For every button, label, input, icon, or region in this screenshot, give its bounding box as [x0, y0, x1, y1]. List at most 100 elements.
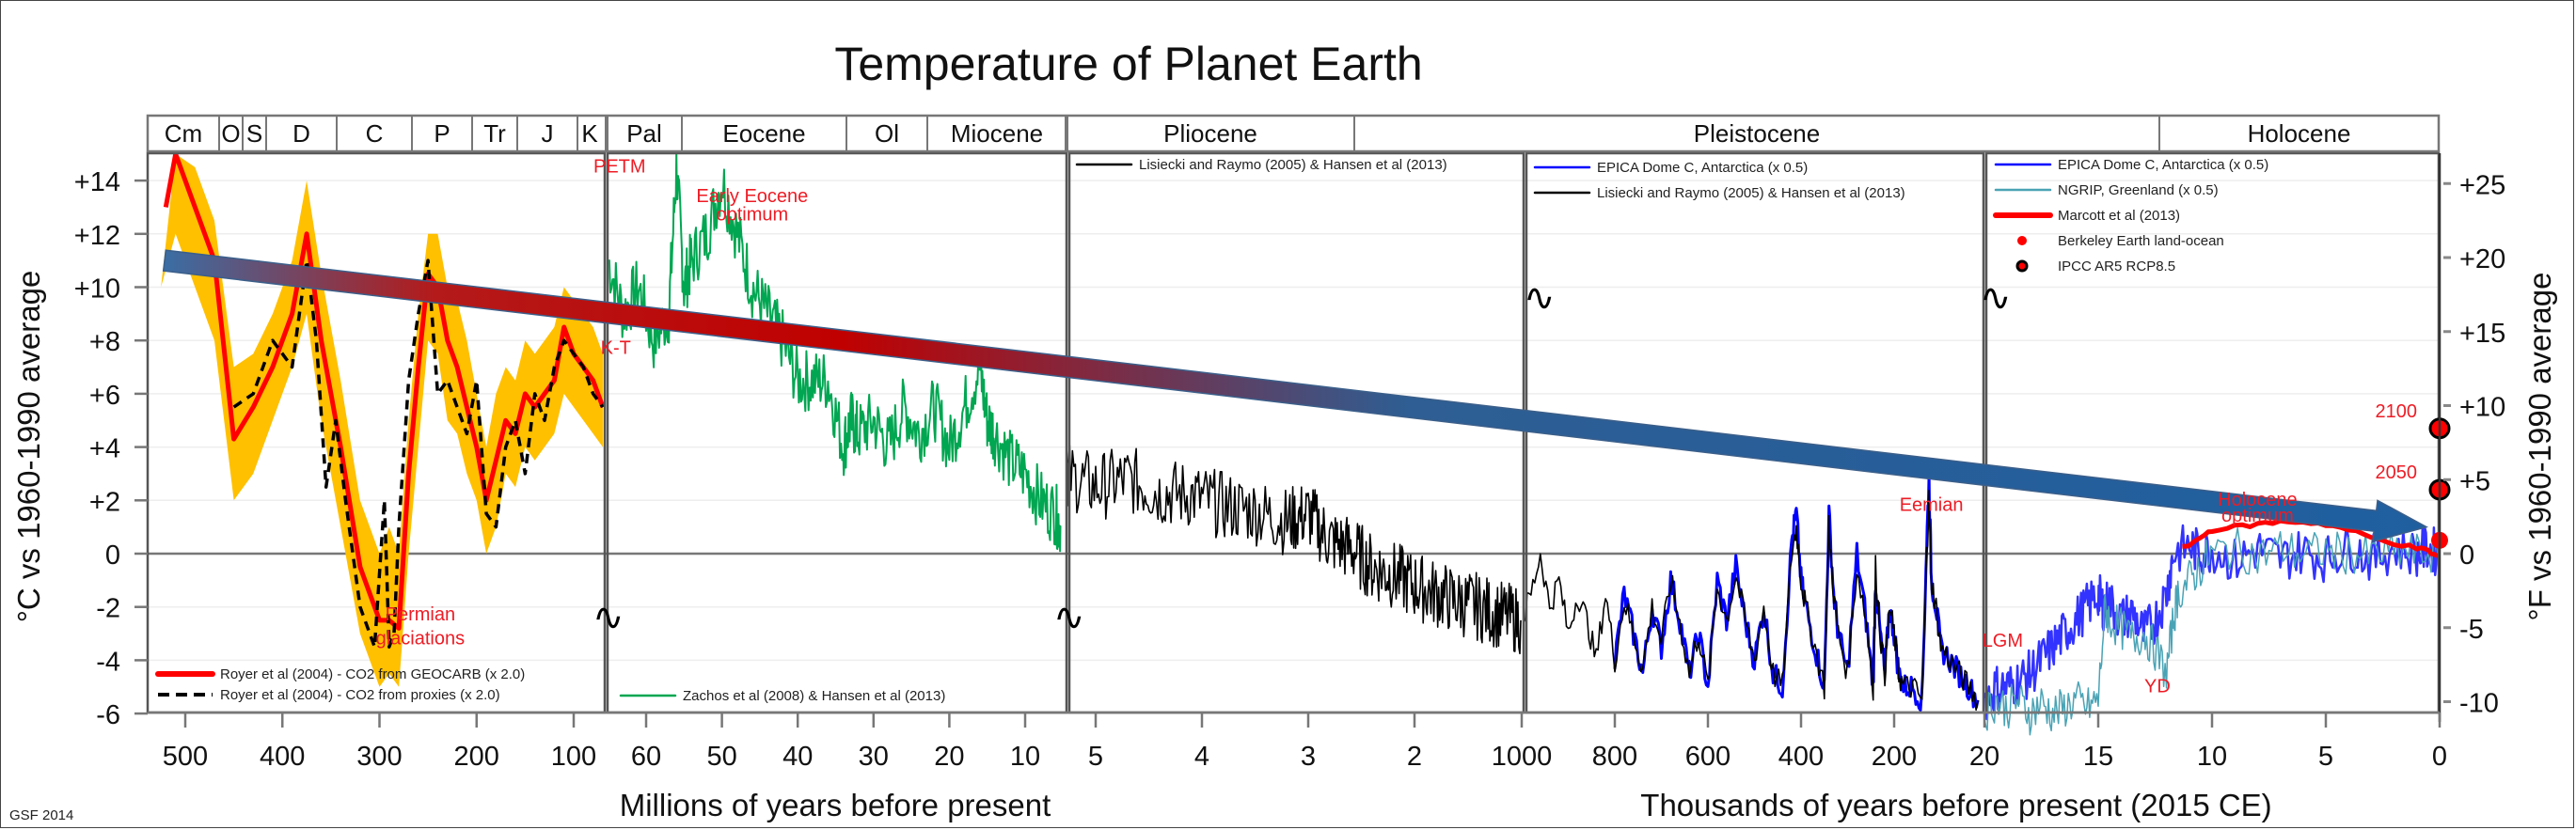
period-label: C: [366, 119, 384, 148]
y-tick-label-c: +8: [89, 327, 120, 357]
y-tick-label-f: -10: [2459, 689, 2499, 719]
y-tick-label-c: +6: [89, 381, 120, 411]
series-line-lisiecki-and-raymo-2005-hansen-et-al-2013-: [1067, 444, 1522, 655]
panel-frame: [1067, 151, 1525, 714]
period-label: Pliocene: [1163, 119, 1257, 148]
period-header: Cm O S D C P Tr J K Pal Eocene Ol Miocene Pliocene Ple…: [146, 114, 2441, 153]
x-tick-label: 40: [782, 742, 813, 772]
y-tick-label-f: +5: [2459, 466, 2490, 496]
legend-label: IPCC AR5 RCP8.5: [2058, 258, 2175, 274]
x-tick-label: 20: [1969, 742, 1999, 772]
x-tick-label: 500: [163, 742, 208, 772]
x-tick-label: 4: [1194, 742, 1209, 772]
x-tick-label: 3: [1301, 742, 1316, 772]
x-tick-label: 800: [1592, 742, 1637, 772]
y-tick-label-f: +25: [2459, 170, 2505, 200]
annotation-label: Early Eocene: [696, 186, 808, 207]
series-line-zachos-et-al-2008-hansen-et-al-2013-: [608, 150, 1062, 553]
period-label: Ol: [875, 119, 899, 148]
y-tick-label-c: -4: [96, 647, 120, 677]
y-axis-label-fahrenheit: °F vs 1960-1990 average: [2522, 273, 2557, 621]
period-label: D: [292, 119, 310, 148]
projection-label: 2100: [2376, 401, 2418, 422]
x-tick-label: 200: [1872, 742, 1917, 772]
annotation-label: Eemian: [1900, 495, 1964, 516]
x-tick-label: 10: [1010, 742, 1040, 772]
period-header-box: [146, 114, 2441, 153]
legend-marker: [2017, 236, 2027, 245]
x-tick-label: 2: [1407, 742, 1422, 772]
x-tick-label: 5: [2318, 742, 2333, 772]
y-tick-label-c: +4: [89, 434, 120, 464]
axis-break-icon: ∿: [593, 596, 624, 639]
x-tick-label: 100: [551, 742, 596, 772]
annotation-label: optimum: [716, 205, 788, 226]
y-tick-label-c: +10: [74, 274, 120, 305]
axis-break-icon: ∿: [1980, 276, 2012, 320]
x-tick-label: 0: [2432, 742, 2447, 772]
y-tick-label-f: +15: [2459, 319, 2505, 349]
trend-arrow-shape: [162, 249, 2429, 543]
x-tick-label: 600: [1685, 742, 1731, 772]
annotation-label: Holocene: [2218, 490, 2298, 510]
x-tick-label: 300: [356, 742, 402, 772]
series-line-royer-geocarb: [163, 151, 606, 631]
x-axis-label-thousands: Thousands of years before present (2015 …: [1640, 788, 2271, 822]
annotation-label: PETM: [593, 157, 646, 178]
y-tick-label-c: -6: [96, 700, 120, 730]
chart-title: Temperature of Planet Earth: [834, 38, 1422, 90]
x-tick-label: 200: [454, 742, 499, 772]
series-line-royer-proxies: [232, 258, 605, 649]
y-tick-label-c: +12: [74, 221, 120, 251]
period-label: Eocene: [722, 119, 805, 148]
legend-label: Lisiecki and Raymo (2005) & Hansen et al…: [1597, 185, 1905, 201]
legends: Royer et al (2004) - CO2 from GEOCARB (x…: [155, 157, 2268, 704]
y-tick-label-c: +14: [74, 167, 120, 197]
uncertainty-band: [161, 153, 603, 687]
x-tick-label: 400: [260, 742, 305, 772]
x-tick-label: 60: [631, 742, 661, 772]
period-label: O: [221, 119, 240, 148]
x-tick-label: 10: [2197, 742, 2227, 772]
annotation-label: Permian: [386, 604, 455, 625]
credit-text: GSF 2014: [9, 807, 73, 823]
period-label: P: [434, 119, 450, 148]
series-line-epica-dome-c-holocene-x-0-5-: [1983, 524, 2440, 721]
trend-arrow: [162, 249, 2429, 543]
legend-label: Berkeley Earth land-ocean: [2058, 233, 2224, 249]
y-tick-label-f: -5: [2459, 615, 2484, 645]
legend-label: EPICA Dome C, Antarctica (x 0.5): [2058, 157, 2268, 173]
series-line-lisiecki-and-raymo-ka: [1524, 489, 1979, 712]
legend-label: Marcott et al (2013): [2058, 208, 2180, 224]
y-tick-label-c: -2: [96, 594, 120, 624]
annotation-label: LGM: [1983, 631, 2023, 651]
x-tick-label: 50: [706, 742, 736, 772]
series-line-ngrip-greenland-x-0-5-: [1983, 527, 2439, 736]
y-tick-label-f: +20: [2459, 244, 2505, 274]
legend-label: EPICA Dome C, Antarctica (x 0.5): [1597, 160, 1808, 176]
period-label: Tr: [483, 119, 506, 148]
legend-label: Royer et al (2004) - CO2 from proxies (x…: [220, 687, 500, 703]
legend-marker: [2015, 259, 2029, 273]
period-label: K: [581, 119, 598, 148]
y-axis-label-celsius: °C vs 1960-1990 average: [11, 271, 46, 623]
legend-label: Royer et al (2004) - CO2 from GEOCARB (x…: [220, 666, 525, 682]
y-tick-label-f: 0: [2459, 540, 2474, 571]
period-label: Pleistocene: [1694, 119, 1820, 148]
x-tick-label: 5: [1088, 742, 1103, 772]
x-tick-label: 20: [934, 742, 964, 772]
x-tick-label: 30: [859, 742, 889, 772]
x-tick-label: 1000: [1492, 742, 1553, 772]
x-tick-label: 400: [1778, 742, 1824, 772]
legend-label: Zachos et al (2008) & Hansen et al (2013…: [683, 688, 945, 704]
period-label: S: [246, 119, 262, 148]
x-axis-label-millions: Millions of years before present: [620, 788, 1051, 822]
legend-label: Lisiecki and Raymo (2005) & Hansen et al…: [1139, 157, 1447, 173]
axes: +14+12+10+8+6+4+20-2-4-6+25+20+15+10+50-…: [74, 153, 2505, 772]
y-tick-label-c: +2: [89, 487, 120, 517]
axis-break-icon: ∿: [1524, 276, 1556, 320]
axis-break-icon: ∿: [1053, 596, 1085, 639]
